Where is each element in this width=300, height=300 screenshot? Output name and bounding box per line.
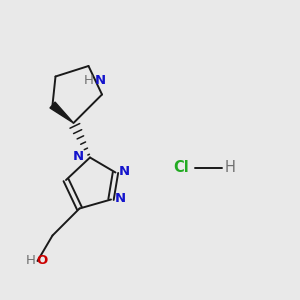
Text: N: N xyxy=(119,165,130,178)
Text: H: H xyxy=(26,254,36,268)
Text: N: N xyxy=(72,149,83,163)
Text: O: O xyxy=(36,254,47,268)
Text: N: N xyxy=(95,74,106,87)
Polygon shape xyxy=(50,102,74,123)
Text: Cl: Cl xyxy=(173,160,189,175)
Text: H: H xyxy=(84,74,94,87)
Text: N: N xyxy=(115,192,126,205)
Text: H: H xyxy=(225,160,236,175)
